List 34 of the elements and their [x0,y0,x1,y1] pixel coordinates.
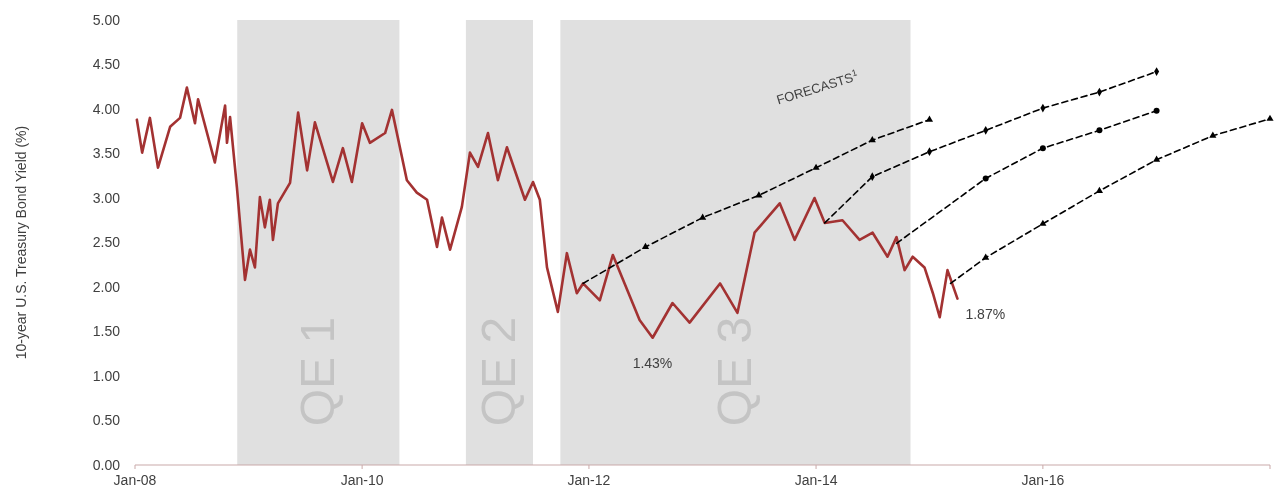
y-axis-title: 10-year U.S. Treasury Bond Yield (%) [13,125,29,360]
point [1039,219,1047,226]
point [925,115,934,122]
y-tick-label: 2.50 [92,234,121,251]
point [1095,186,1103,193]
point [812,163,820,170]
point [1153,107,1160,114]
point [1266,114,1274,121]
x-tick-label: Jan-16 [1021,472,1065,488]
point [1153,155,1161,162]
point [1209,131,1217,138]
y-tick-label: 4.00 [92,100,121,117]
y-tick-label: 0.50 [92,412,121,429]
point [1039,145,1046,152]
y-tick-label: 4.50 [92,56,121,73]
point [699,213,707,220]
point [982,175,989,182]
x-tick-label: Jan-14 [794,472,838,488]
x-tick-label: Jan-10 [340,472,384,488]
point [1096,127,1103,134]
y-tick-label: 3.50 [92,145,121,162]
y-tick-label: 1.00 [92,367,121,384]
x-tick-label: Jan-12 [567,472,611,488]
y-tick-label: 2.00 [92,278,121,295]
point [982,253,990,260]
annotation: 1.43% [632,354,673,371]
point [868,136,876,143]
annotation: 1.87% [965,305,1006,322]
x-tick-label: Jan-08 [113,472,157,488]
y-tick-label: 1.50 [92,323,121,340]
y-tick-label: 0.00 [92,456,121,473]
y-tick-label: 3.00 [92,189,121,206]
point [641,242,650,250]
y-tick-label: 5.00 [92,11,121,28]
